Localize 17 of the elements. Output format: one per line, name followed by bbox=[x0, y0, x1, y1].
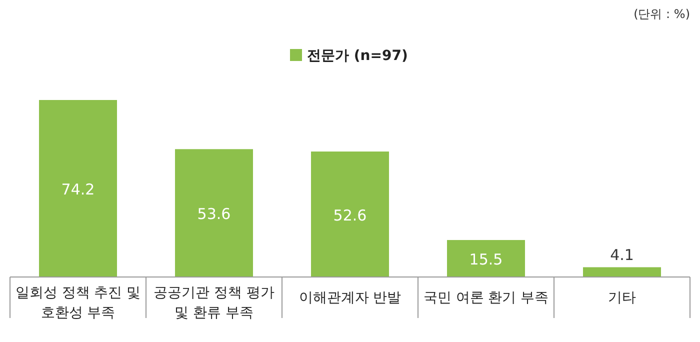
bar bbox=[311, 152, 389, 277]
data-label: 15.5 bbox=[469, 250, 503, 269]
x-tick-label: 국민 여론 환기 부족 bbox=[423, 290, 549, 306]
text: (단위 : %) bbox=[634, 7, 690, 21]
data-label: 52.6 bbox=[333, 206, 367, 224]
x-tick-label: 기타 bbox=[608, 290, 636, 306]
x-tick-label: 이해관계자 반발 bbox=[298, 290, 402, 306]
bar bbox=[447, 240, 525, 277]
x-tick-label: 일회성 정책 추진 및 호환성 부족 bbox=[15, 285, 141, 321]
legend: 전문가 (n=97) bbox=[290, 48, 408, 64]
x-tick-label: 공공기관 정책 평가 및 환류 부족 bbox=[154, 285, 274, 321]
data-label: 74.2 bbox=[61, 180, 95, 198]
bar bbox=[583, 267, 661, 277]
bar bbox=[39, 100, 117, 277]
data-label: 53.6 bbox=[197, 205, 231, 224]
data-label: 4.1 bbox=[610, 246, 634, 264]
bar bbox=[175, 149, 253, 277]
